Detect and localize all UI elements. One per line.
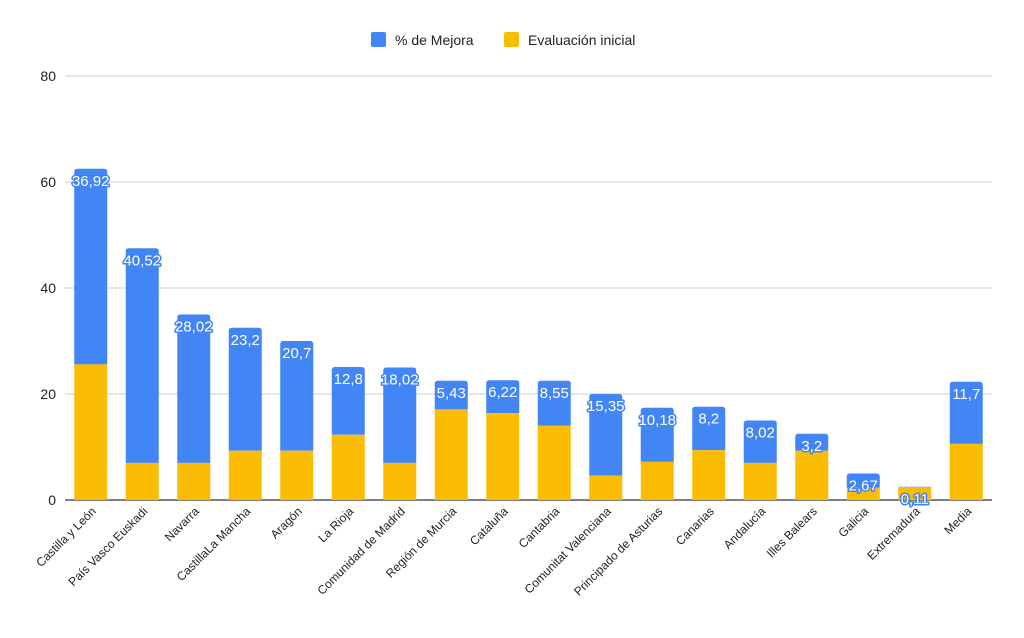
bar-evaluacion-inicial: [846, 487, 880, 500]
bar-mejora: [846, 473, 880, 488]
bar-evaluacion-inicial: [537, 425, 571, 500]
x-tick-label: Media: [941, 504, 974, 537]
x-tick-label: Galicia: [836, 504, 872, 540]
legend-swatch: [504, 32, 519, 47]
bar-evaluacion-inicial: [589, 475, 623, 500]
data-label: 28,02: [175, 319, 213, 336]
legend-label: Evaluación inicial: [528, 32, 635, 48]
bar-evaluacion-inicial: [177, 462, 211, 500]
data-label: 10,18: [638, 412, 676, 429]
bar-evaluacion-inicial: [74, 364, 108, 500]
bar-mejora: [640, 407, 674, 462]
bar-evaluacion-inicial: [640, 461, 674, 500]
legend-label: % de Mejora: [395, 32, 474, 48]
bar-evaluacion-inicial: [434, 409, 468, 500]
data-label: 2,67: [849, 478, 878, 495]
bar-evaluacion-inicial: [898, 487, 932, 500]
bar-mejora: [125, 248, 159, 463]
y-tick-label: 40: [40, 280, 56, 296]
bar-evaluacion-inicial: [795, 450, 829, 500]
data-labels: 36,92 40,52 28,02 23,2 20,7 12,8 18,02 5,43 6,22…: [70, 171, 981, 509]
x-tick-label: Comunitat Valenciana: [522, 504, 615, 597]
bar-mejora: [177, 314, 211, 463]
bar-mejora: [383, 367, 417, 463]
bar-mejora: [280, 341, 314, 451]
data-label: 6,22: [488, 384, 517, 401]
bar-mejora: [486, 380, 520, 414]
x-tick-label: Comunidad de Madrid: [314, 504, 407, 597]
x-tick-label: Canarias: [673, 504, 717, 548]
bar-evaluacion-inicial: [383, 462, 417, 500]
x-tick-label: Navarra: [162, 504, 202, 544]
legend-swatch: [371, 32, 386, 47]
bar-mejora: [898, 486, 932, 488]
data-label: 3,2: [801, 438, 822, 455]
bar-mejora: [743, 420, 777, 463]
data-label: 20,7: [282, 345, 311, 362]
bar-evaluacion-inicial: [228, 450, 262, 500]
x-tick-label: Extremadura: [864, 504, 923, 563]
data-label: 36,92: [72, 173, 110, 190]
x-tick-label: Illes Balears: [764, 504, 820, 560]
data-label: 0,11: [901, 491, 929, 508]
x-tick-label: Andalucía: [721, 504, 769, 552]
x-tick-label: Cataluña: [467, 504, 511, 548]
bar-mejora: [434, 380, 468, 410]
y-tick-label: 0: [48, 492, 56, 508]
bar-evaluacion-inicial: [331, 434, 365, 500]
bar-mejora: [589, 394, 623, 476]
data-label: 18,02: [381, 372, 419, 389]
bars: [74, 168, 983, 500]
data-label: 15,35: [587, 398, 625, 415]
bar-evaluacion-inicial: [486, 413, 520, 500]
y-tick-label: 20: [40, 386, 56, 402]
data-label: 23,2: [231, 332, 260, 349]
bar-mejora: [949, 381, 983, 444]
bar-mejora: [692, 406, 726, 451]
data-label: 40,52: [123, 252, 161, 269]
bar-mejora: [537, 380, 571, 426]
bar-evaluacion-inicial: [280, 450, 314, 500]
y-axis: 0 20 40 60 80: [40, 68, 56, 508]
x-tick-label: La Rioja: [315, 504, 356, 545]
data-label: 11,7: [952, 386, 980, 403]
bar-evaluacion-inicial: [125, 462, 159, 500]
bar-mejora: [795, 433, 829, 451]
bar-mejora: [331, 366, 365, 435]
x-tick-label: Aragón: [268, 504, 305, 541]
bar-mejora: [74, 168, 108, 365]
bar-evaluacion-inicial: [949, 443, 983, 500]
data-label: 8,55: [540, 385, 569, 402]
bar-mejora: [228, 327, 262, 451]
bar-evaluacion-inicial: [743, 462, 777, 500]
bar-evaluacion-inicial: [692, 450, 726, 500]
data-label: 8,02: [746, 425, 775, 442]
x-tick-label: Cantabria: [516, 504, 563, 551]
gridlines: [65, 75, 992, 501]
legend: % de Mejora Evaluación inicial: [371, 32, 635, 48]
x-tick-label: Principado de Asturias: [571, 504, 665, 598]
data-label: 5,43: [437, 385, 466, 402]
y-tick-label: 60: [40, 174, 56, 190]
data-label: 12,8: [334, 371, 363, 388]
data-label: 8,2: [698, 411, 719, 428]
y-tick-label: 80: [40, 68, 56, 84]
